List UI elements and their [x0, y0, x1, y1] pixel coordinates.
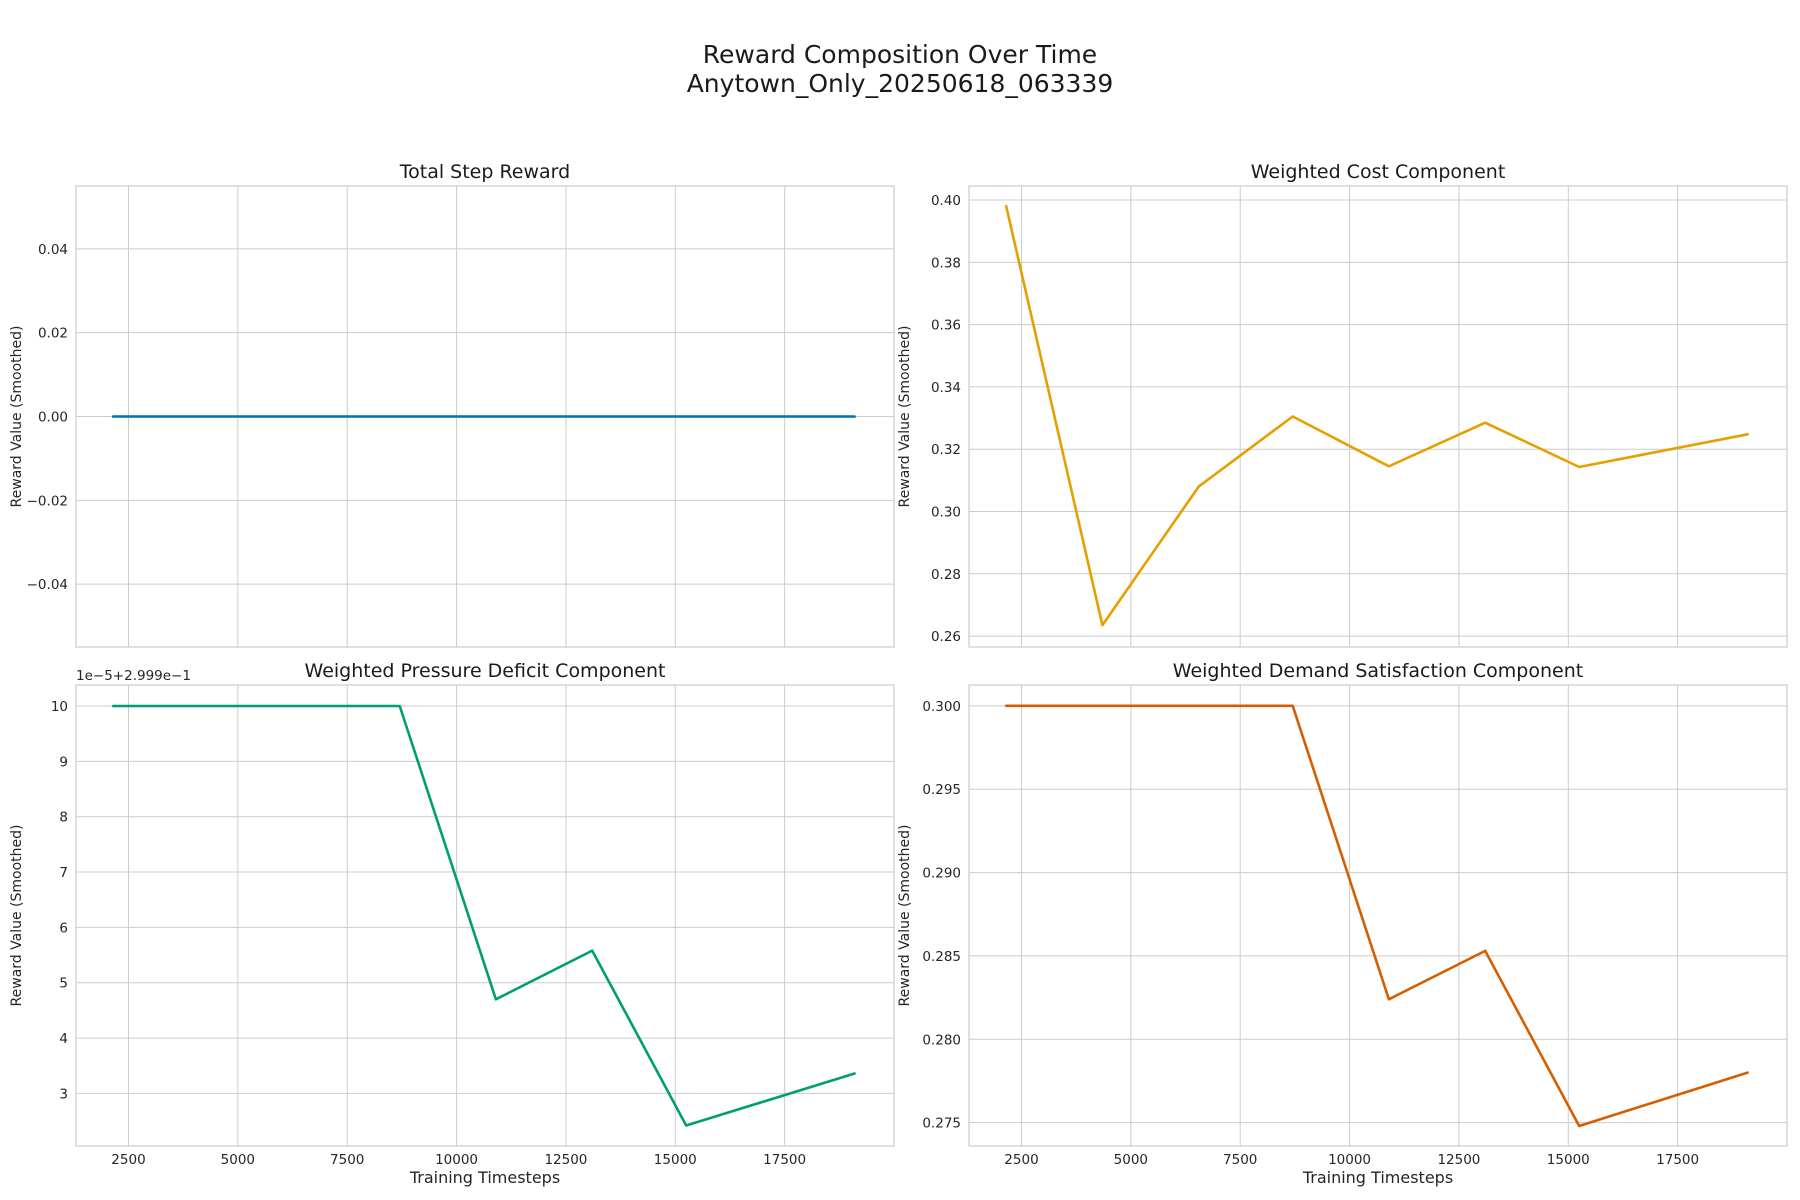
x-tick-label: 5000 — [1114, 1152, 1148, 1168]
y-tick-label: 0.300 — [922, 699, 961, 715]
y-tick-label: 9 — [59, 754, 68, 770]
axes-frame — [968, 185, 1788, 648]
x-tick-label: 10000 — [435, 1152, 478, 1168]
x-tick-label: 15000 — [1547, 1152, 1590, 1168]
panel-total-step-reward: Total Step Reward −0.04 −0.02 0.00 0.02 0.04 R… — [9, 161, 895, 648]
y-tick-label: 4 — [59, 1031, 68, 1047]
y-tick-label: 0.02 — [38, 326, 68, 342]
x-tick-label: 15000 — [654, 1152, 697, 1168]
series-line — [1004, 204, 1749, 627]
y-axis-label: Reward Value (Smoothed) — [9, 326, 25, 508]
y-tick-label: 0.295 — [922, 782, 961, 798]
y-tick-label: 8 — [59, 810, 68, 826]
y-tick-label: 0.36 — [931, 318, 961, 334]
figure-title: Reward Composition Over Time Anytown_Onl… — [0, 40, 1800, 98]
y-tick-label: 0.40 — [931, 193, 961, 209]
figure-title-line2: Anytown_Only_20250618_063339 — [686, 69, 1114, 98]
x-tick-label: 7500 — [330, 1152, 364, 1168]
panel-title: Weighted Demand Satisfaction Component — [1173, 660, 1583, 682]
x-tick-label: 7500 — [1223, 1152, 1257, 1168]
series-line — [1004, 704, 1749, 1128]
y-tick-label: 0.04 — [38, 242, 68, 258]
y-tick-label: 0.34 — [931, 380, 961, 396]
panel-title: Weighted Pressure Deficit Component — [305, 660, 666, 682]
series-line — [111, 704, 856, 1127]
y-tick-label: 0.285 — [922, 949, 961, 965]
y-axis-label: Reward Value (Smoothed) — [897, 326, 913, 508]
y-tick-label: 3 — [59, 1086, 68, 1102]
panel-title: Weighted Cost Component — [1251, 161, 1506, 183]
y-tick-label: 0.30 — [931, 505, 961, 521]
y-axis-label: Reward Value (Smoothed) — [897, 825, 913, 1007]
panel-weighted-demand-satisfaction-component: Weighted Demand Satisfaction Component 0.… — [897, 660, 1788, 1187]
y-tick-label: −0.04 — [27, 577, 68, 593]
x-axis-label: Training Timesteps — [409, 1168, 560, 1187]
x-tick-label: 10000 — [1328, 1152, 1371, 1168]
x-tick-label: 5000 — [221, 1152, 255, 1168]
x-tick-label: 12500 — [1437, 1152, 1480, 1168]
x-axis-label: Training Timesteps — [1302, 1168, 1453, 1187]
y-tick-label: 0.280 — [922, 1032, 961, 1048]
y-tick-label: 0.00 — [38, 410, 68, 426]
panel-weighted-pressure-deficit-component: Weighted Pressure Deficit Component 3 4 5 6 7… — [9, 660, 895, 1187]
y-tick-label: 0.26 — [931, 629, 961, 645]
panel-weighted-cost-component: Weighted Cost Component 0.26 0.28 0.30 0.32 0… — [897, 161, 1788, 648]
axes-frame — [75, 684, 895, 1147]
y-tick-label: −0.02 — [27, 493, 68, 509]
axes-frame — [968, 684, 1788, 1147]
axes-frame — [75, 185, 895, 648]
y-tick-label: 0.28 — [931, 567, 961, 583]
panel-title: Total Step Reward — [399, 161, 570, 183]
y-tick-label: 10 — [51, 699, 68, 715]
figure-title-line1: Reward Composition Over Time — [702, 40, 1098, 69]
y-tick-label: 6 — [59, 920, 68, 936]
x-tick-label: 17500 — [763, 1152, 806, 1168]
y-tick-label: 0.38 — [931, 255, 961, 271]
y-tick-label: 7 — [59, 865, 68, 881]
y-offset-text: 1e−5+2.999e−1 — [76, 668, 191, 684]
x-tick-label: 12500 — [544, 1152, 587, 1168]
y-tick-label: 5 — [59, 976, 68, 992]
y-tick-label: 0.32 — [931, 442, 961, 458]
y-axis-label: Reward Value (Smoothed) — [9, 825, 25, 1007]
x-tick-label: 17500 — [1656, 1152, 1699, 1168]
y-tick-label: 0.275 — [922, 1116, 961, 1132]
y-tick-label: 0.290 — [922, 866, 961, 882]
x-tick-label: 2500 — [111, 1152, 145, 1168]
x-tick-label: 2500 — [1004, 1152, 1038, 1168]
